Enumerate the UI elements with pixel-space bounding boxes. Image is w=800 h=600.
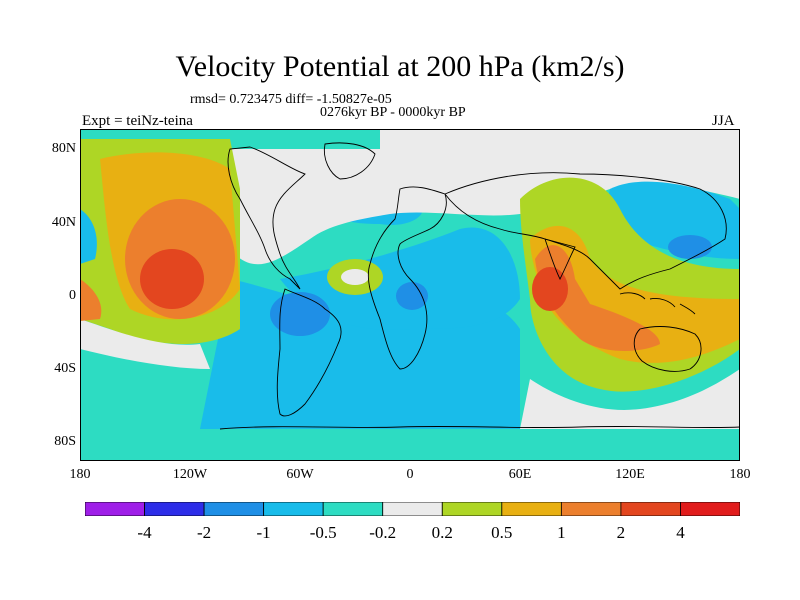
colorbar-swatch — [144, 502, 205, 516]
experiment-label: Expt = teiNz-teina — [82, 113, 193, 129]
lat-label-40s: 40S — [54, 361, 76, 376]
colorbar-label: 0.2 — [431, 523, 453, 542]
colorbar-swatch — [322, 502, 384, 516]
contour-fill — [80, 129, 740, 461]
colorbar-label: 2 — [616, 523, 626, 542]
colorbar-swatch — [85, 502, 145, 516]
lat-label-80n: 80N — [51, 141, 76, 156]
lon-label-60w: 60W — [286, 467, 314, 482]
colorbar-label: 4 — [676, 523, 685, 542]
velocity-potential-map — [80, 129, 740, 461]
colorbar-label: -2 — [197, 523, 212, 542]
lat-label-40n: 40N — [51, 215, 76, 230]
lon-label-60e: 60E — [508, 467, 532, 482]
lon-label-180-west: 180 — [69, 467, 91, 482]
rmsd-diff-stats: rmsd= 0.723475 diff= -1.50827e-05 — [190, 92, 392, 107]
colorbar-swatch — [620, 502, 681, 516]
colorbar-label: 0.5 — [491, 523, 513, 542]
colorbar-swatch — [203, 502, 265, 516]
colorbar-label: 1 — [557, 523, 566, 542]
colorbar-swatch — [441, 502, 503, 516]
colorbar-swatch — [680, 502, 740, 516]
colorbar-swatch — [501, 502, 562, 516]
time-period-label: 0276kyr BP - 0000kyr BP — [320, 105, 466, 120]
lat-label-80s: 80S — [54, 434, 76, 449]
lon-label-120w: 120W — [172, 467, 208, 482]
coastlines — [219, 142, 740, 430]
colorbar-swatch — [263, 502, 324, 516]
colorbar-label: -0.5 — [309, 523, 337, 542]
colorbar-swatch — [382, 502, 443, 516]
page-title: Velocity Potential at 200 hPa (km2/s) — [175, 50, 625, 83]
colorbar-label: -4 — [137, 523, 152, 542]
lon-label-120e: 120E — [615, 467, 645, 482]
colorbar-label: -0.2 — [369, 523, 397, 542]
lon-label-0: 0 — [406, 467, 414, 482]
lon-label-180-east: 180 — [729, 467, 751, 482]
lat-label-0: 0 — [69, 288, 76, 303]
season-label: JJA — [712, 113, 735, 129]
colorbar-label: -1 — [256, 523, 271, 542]
colorbar — [85, 502, 740, 516]
colorbar-swatch — [560, 502, 622, 516]
map-frame — [80, 129, 740, 461]
